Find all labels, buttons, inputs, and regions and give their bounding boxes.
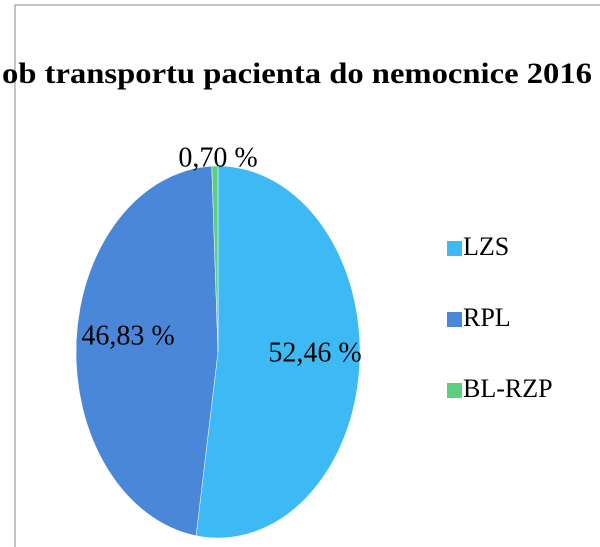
pie-slice	[211, 165, 219, 353]
legend-label: LZS	[463, 232, 509, 261]
pie-slice	[195, 165, 361, 539]
data-label: 46,83 %	[81, 320, 174, 351]
legend-swatch	[447, 312, 462, 327]
chart-title: ob transportu pacienta do nemocnice 2016	[2, 57, 592, 90]
legend-label: BL-RZP	[463, 374, 553, 403]
legend-swatch	[447, 241, 462, 256]
pie-slice	[75, 165, 219, 537]
data-label: 0,70 %	[178, 142, 257, 173]
legend-swatch	[447, 383, 462, 398]
legend-label: RPL	[463, 303, 511, 332]
data-label: 52,46 %	[268, 337, 361, 368]
